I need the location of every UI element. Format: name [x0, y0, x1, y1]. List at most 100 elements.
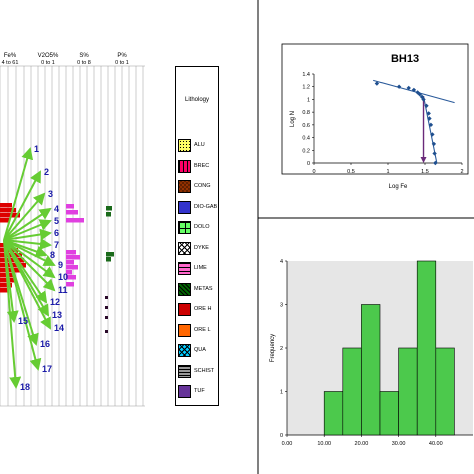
scatter-point: [417, 92, 423, 97]
s-bar: [66, 255, 80, 260]
histogram-y-tick-label: 2: [280, 346, 283, 352]
log-column-name: S%: [79, 53, 89, 59]
histogram-y-tick-label: 1: [280, 390, 283, 396]
sample-number: 9: [58, 260, 63, 270]
scatter-point: [421, 97, 426, 102]
sample-number: 7: [54, 240, 59, 250]
scatter-point: [431, 141, 437, 147]
scatter-point: [427, 116, 432, 121]
log-column-range: 0 to 8: [77, 60, 91, 66]
lithology-legend-item: LIME: [178, 262, 218, 276]
s-bar: [66, 210, 78, 215]
lithology-legend-item: BREC: [178, 159, 218, 174]
sample-number: 1: [34, 144, 39, 154]
lithology-legend-item: DYKE: [178, 241, 218, 256]
scatter-y-tick-label: 1.4: [302, 72, 310, 78]
sample-arrow: [3, 147, 34, 241]
scatter-x-label: Log Fe: [389, 184, 408, 190]
lithology-label: TUF: [194, 388, 205, 394]
sample-number: 6: [54, 228, 59, 238]
scatter-y-tick-label: 0.2: [302, 148, 310, 154]
lithology-label: CONG: [194, 183, 211, 189]
sample-number: 16: [40, 339, 50, 349]
scatter-point: [411, 87, 417, 93]
lithology-swatch: [178, 303, 191, 316]
scatter-y-label: Log N: [290, 111, 296, 127]
fe-bar: [0, 213, 20, 218]
scatter-y-tick-label: 0.4: [302, 136, 310, 142]
fe-bar: [0, 263, 26, 268]
histogram-bar: [398, 347, 418, 436]
fe-bar: [0, 208, 16, 213]
sample-number: 3: [48, 189, 53, 199]
histogram-bar: [416, 260, 437, 436]
lithology-legend-item: CONG: [178, 180, 218, 194]
fe-bar: [0, 288, 8, 293]
s-bar: [66, 204, 74, 209]
histogram-x-tick-label: 10.00: [317, 441, 331, 447]
lithology-legend: Lithology ALU BREC CONG DIO-GAB DOLO DYKE LIME…: [175, 66, 219, 406]
sample-arrow: [3, 239, 56, 292]
scatter-title: BH13: [391, 53, 419, 65]
lithology-swatch: [178, 364, 191, 378]
log-grid: [0, 65, 145, 407]
histogram-x-tick-label: 30.00: [392, 441, 406, 447]
sample-arrow: [3, 170, 41, 241]
lithology-label: DYKE: [194, 244, 209, 251]
lithology-legend-item: QUA: [178, 344, 218, 358]
sample-arrow: [3, 228, 52, 241]
lithology-legend-item: ORE L: [178, 323, 218, 338]
lithology-swatch: [178, 200, 191, 214]
histogram-y-tick-label: 0: [280, 433, 283, 439]
lithology-label: DOLO: [194, 224, 210, 230]
fe-bar: [0, 203, 12, 208]
sample-arrow: [3, 239, 51, 330]
lithology-legend-title: Lithology: [184, 97, 210, 103]
sample-arrows: [3, 147, 56, 389]
histogram-bar: [379, 391, 399, 436]
sample-arrow: [3, 239, 56, 279]
lithology-label: LIME: [194, 265, 207, 271]
sample-number: 13: [52, 310, 62, 320]
lithology-swatch: [178, 282, 191, 296]
lithology-label: SCHIST: [194, 367, 215, 374]
histogram-bars: [323, 260, 455, 436]
lithology-legend-item: METAS: [178, 282, 218, 297]
lithology-label: ORE L: [194, 326, 211, 333]
s-bar: [66, 275, 76, 280]
lithology-swatch: [178, 241, 191, 255]
s-bar: [66, 218, 84, 223]
sample-arrow: [3, 192, 46, 241]
log-column-range: 4 to 61: [2, 60, 19, 66]
scatter-points: [374, 81, 438, 166]
scatter-point: [432, 151, 437, 156]
lithology-legend-item: DIO-GAB: [178, 200, 218, 215]
lithology-label: QUA: [194, 347, 206, 353]
lithology-legend-item: SCHIST: [178, 364, 218, 379]
log-column-range: 0 to 1: [115, 60, 129, 66]
p-marker: [105, 296, 108, 299]
histogram-bar: [435, 347, 455, 436]
p-bar: [106, 206, 112, 211]
sample-number: 18: [20, 382, 30, 392]
histogram-x-tick-label: 40.00: [429, 441, 443, 447]
sample-number: 11: [58, 285, 68, 295]
s-bar: [66, 260, 74, 265]
sample-number: 17: [42, 364, 52, 374]
lithology-swatch: [178, 385, 191, 398]
s-bar: [66, 250, 76, 255]
sample-number: 5: [54, 216, 59, 226]
lithology-swatch: [178, 221, 191, 234]
sample-arrow: [3, 239, 56, 266]
scatter-y-tick-label: 1: [307, 97, 310, 103]
log-column-range: 0 to 1: [41, 60, 55, 66]
scatter-point: [406, 85, 411, 91]
scatter-x-tick-label: 2: [460, 169, 463, 175]
fe-bar: [0, 258, 24, 263]
sample-arrow: [3, 239, 22, 389]
lithology-legend-item: TUF: [178, 385, 218, 399]
log-column-name: Fe%: [4, 53, 17, 59]
scatter-y-tick-label: 1.2: [302, 85, 310, 91]
